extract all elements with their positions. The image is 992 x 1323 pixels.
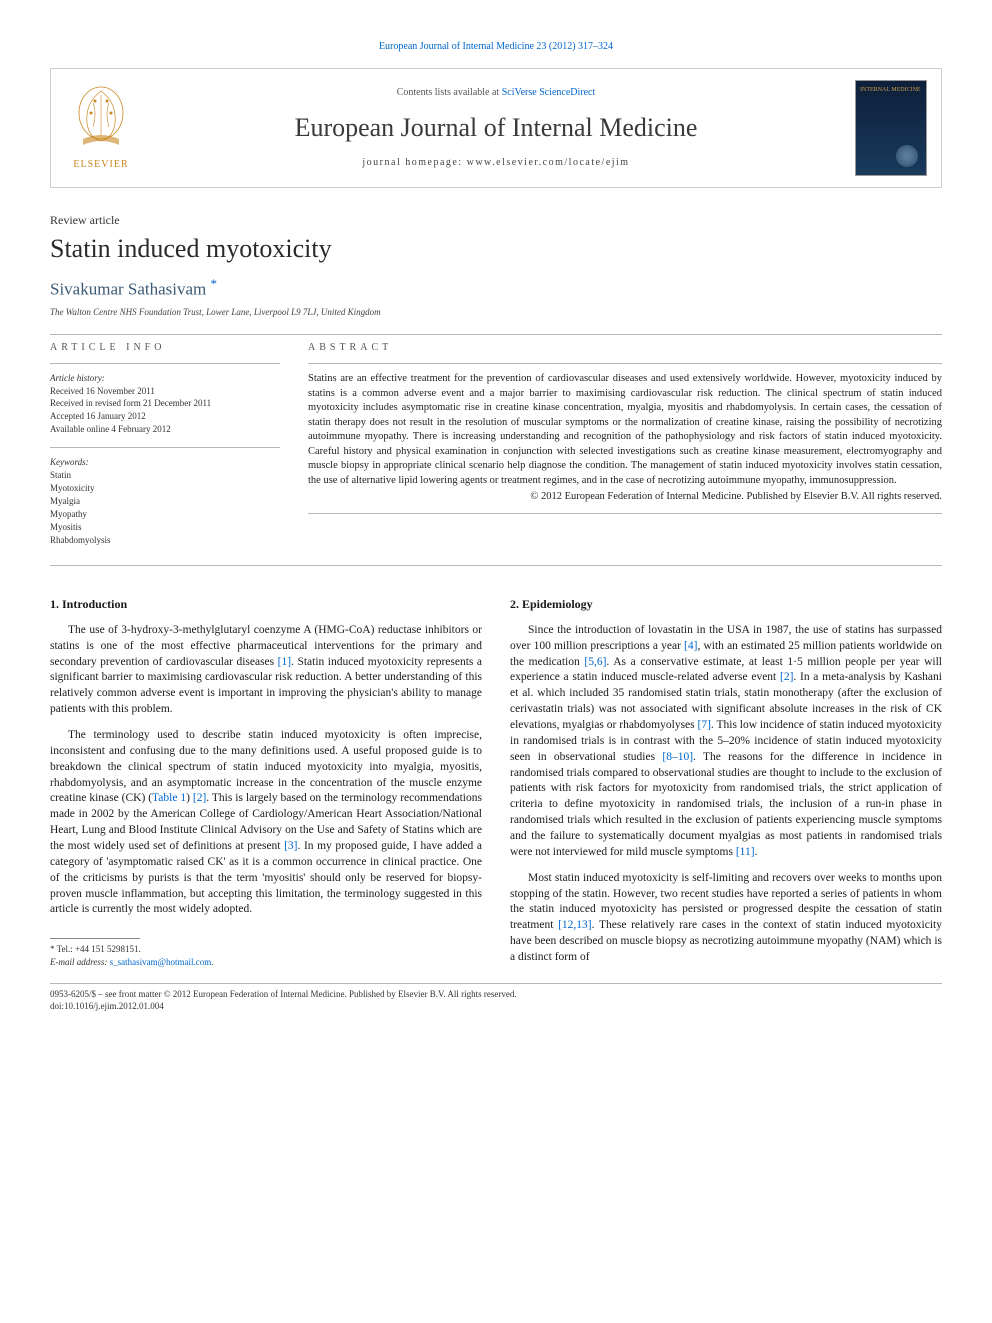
history-item: Available online 4 February 2012 — [50, 423, 280, 436]
ref-link[interactable]: [2] — [780, 671, 793, 683]
text: ) — [186, 792, 193, 804]
keyword-item: Myotoxicity — [50, 482, 280, 495]
paragraph: The use of 3-hydroxy-3-methylglutaryl co… — [50, 623, 482, 718]
text: * Tel.: — [50, 944, 75, 954]
abstract-label: abstract — [308, 341, 942, 355]
ref-link[interactable]: [12,13] — [558, 919, 592, 931]
homepage-prefix: journal homepage: — [362, 157, 466, 168]
table-link[interactable]: Table 1 — [152, 792, 186, 804]
ref-link[interactable]: [7] — [698, 719, 711, 731]
homepage-url[interactable]: www.elsevier.com/locate/ejim — [467, 157, 630, 168]
corresp-mark: * — [211, 276, 218, 291]
paragraph: Since the introduction of lovastatin in … — [510, 623, 942, 861]
text: E-mail address: — [50, 957, 110, 967]
footnote-email: E-mail address: s_sathasivam@hotmail.com… — [50, 956, 482, 969]
bottom-rule — [50, 983, 942, 984]
footnote-tel: * Tel.: +44 151 5298151. — [50, 943, 482, 956]
section-heading-intro: 1. Introduction — [50, 596, 482, 613]
text: . — [211, 957, 213, 967]
history-item: Received 16 November 2011 — [50, 385, 280, 398]
text: . — [755, 846, 758, 858]
keyword-item: Statin — [50, 469, 280, 482]
affiliation: The Walton Centre NHS Foundation Trust, … — [50, 306, 942, 319]
journal-header-box: ELSEVIER Contents lists available at Sci… — [50, 68, 942, 188]
article-info-label: article info — [50, 341, 280, 355]
history-item: Received in revised form 21 December 201… — [50, 397, 280, 410]
journal-name: European Journal of Internal Medicine — [155, 110, 837, 146]
top-citation[interactable]: European Journal of Internal Medicine 23… — [50, 40, 942, 54]
front-matter-line: 0953-6205/$ – see front matter © 2012 Eu… — [50, 988, 942, 1001]
paragraph: Most statin induced myotoxicity is self-… — [510, 871, 942, 966]
article-type: Review article — [50, 212, 942, 229]
ref-link[interactable]: [8–10] — [662, 751, 693, 763]
abstract-text: Statins are an effective treatment for t… — [308, 372, 942, 488]
homepage-line: journal homepage: www.elsevier.com/locat… — [155, 156, 837, 170]
abstract-copyright: © 2012 European Federation of Internal M… — [308, 490, 942, 505]
keyword-item: Myopathy — [50, 508, 280, 521]
ref-link[interactable]: [5,6] — [584, 656, 606, 668]
article-title: Statin induced myotoxicity — [50, 231, 942, 267]
contents-prefix: Contents lists available at — [397, 87, 502, 98]
abstract-column: abstract Statins are an effective treatm… — [308, 341, 942, 547]
section-heading-epi: 2. Epidemiology — [510, 596, 942, 613]
rule — [50, 565, 942, 566]
history-item: Accepted 16 January 2012 — [50, 410, 280, 423]
svg-text:ELSEVIER: ELSEVIER — [73, 159, 128, 170]
email-link[interactable]: s_sathasivam@hotmail.com — [110, 957, 212, 967]
ref-link[interactable]: [2] — [193, 792, 206, 804]
rule — [50, 334, 942, 335]
ref-link[interactable]: [3] — [284, 840, 297, 852]
ref-link[interactable]: [11] — [736, 846, 755, 858]
cover-text: INTERNAL MEDICINE — [860, 87, 922, 94]
header-center: Contents lists available at SciVerse Sci… — [151, 69, 841, 187]
left-column: 1. Introduction The use of 3-hydroxy-3-m… — [50, 596, 482, 968]
keywords-label: Keywords: — [50, 456, 280, 469]
author-line: Sivakumar Sathasivam * — [50, 275, 942, 301]
contents-line: Contents lists available at SciVerse Sci… — [155, 86, 837, 100]
journal-cover-thumb: INTERNAL MEDICINE — [841, 69, 941, 187]
doi-line: doi:10.1016/j.ejim.2012.01.004 — [50, 1000, 942, 1013]
footnote-rule — [50, 938, 140, 939]
text: . The reasons for the difference in inci… — [510, 751, 942, 858]
right-column: 2. Epidemiology Since the introduction o… — [510, 596, 942, 968]
elsevier-logo: ELSEVIER — [51, 69, 151, 187]
history-label: Article history: — [50, 372, 280, 385]
keyword-item: Rhabdomyolysis — [50, 534, 280, 547]
author-name[interactable]: Sivakumar Sathasivam — [50, 280, 206, 299]
keyword-item: Myalgia — [50, 495, 280, 508]
sciverse-link[interactable]: SciVerse ScienceDirect — [502, 87, 596, 98]
tel-number: +44 151 5298151. — [75, 944, 141, 954]
keyword-item: Myositis — [50, 521, 280, 534]
ref-link[interactable]: [4] — [684, 640, 697, 652]
ref-link[interactable]: [1] — [278, 656, 291, 668]
paragraph: The terminology used to describe statin … — [50, 728, 482, 918]
article-info-column: article info Article history: Received 1… — [50, 341, 280, 547]
